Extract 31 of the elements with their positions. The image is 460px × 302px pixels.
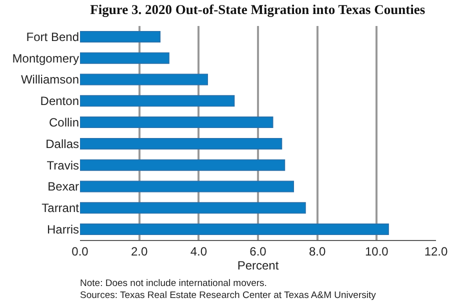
text: Note: Does not include international movers. [80,278,267,289]
bar [80,116,274,128]
y-tick-label: Montgomery [12,51,79,66]
bar [80,159,286,171]
y-tick-label: Fort Bend [26,30,79,44]
y-tick-label: Williamson [20,72,79,87]
bar [80,224,389,236]
x-tick-label: 10.0 [364,244,389,258]
x-tick-label: 0.0 [72,244,89,258]
y-tick-label: Bexar [48,180,79,194]
bar [80,95,235,107]
y-tick-label: Tarrant [42,201,80,216]
y-tick-label: Travis [46,158,79,172]
y-tick-label: Denton [40,94,79,108]
x-tick-label: 6.0 [250,244,267,258]
x-tick-label: 4.0 [190,244,208,258]
x-tick-label: 12.0 [424,244,448,258]
chart-title: Figure 3. 2020 Out-of-State Migration into Texas Counties [90,2,426,17]
x-axis-title: Percent [237,258,280,272]
x-tick-label: 8.0 [308,244,326,258]
bar [80,74,208,86]
bar [80,138,282,150]
bar [80,30,160,42]
bar [80,180,294,192]
source-note: Sources: Texas Real Estate Research Center at Texas A&M University [80,290,376,301]
bar [80,202,306,214]
bar [80,52,170,64]
x-tick-label: 2.0 [130,244,148,258]
y-tick-label: Collin [48,116,79,130]
y-tick-label: Harris [47,222,79,236]
y-tick-label: Dallas [46,136,79,151]
